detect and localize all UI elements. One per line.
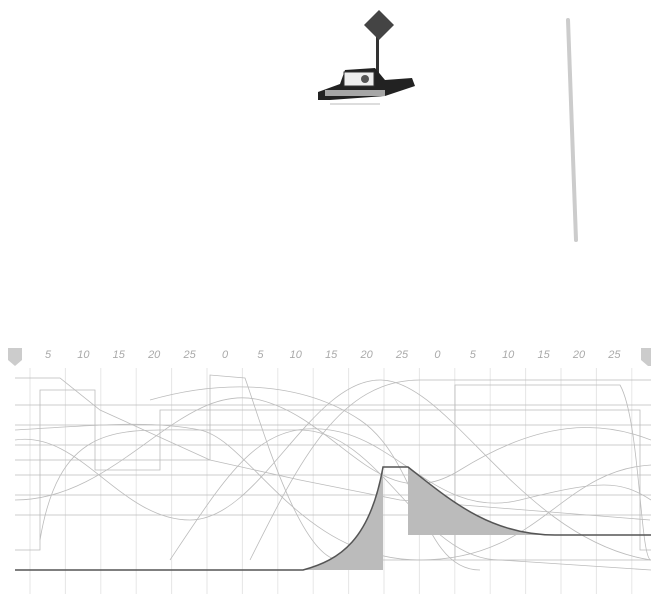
ruler-label: 10 [502, 349, 515, 361]
ruler-label: 5 [45, 349, 52, 361]
ruler: 5 10 15 20 25 0 5 10 15 20 25 0 5 10 15 20 25 [45, 349, 621, 361]
scene [318, 10, 578, 242]
background-curves [14, 374, 651, 571]
sign-post [376, 35, 379, 85]
ruler-label: 25 [395, 349, 409, 361]
diamond-sign[interactable] [364, 10, 394, 40]
ruler-label: 15 [325, 349, 338, 361]
ruler-label: 10 [77, 349, 90, 361]
ruler-label: 20 [572, 349, 586, 361]
range-start-handle[interactable] [8, 348, 22, 366]
vehicle[interactable] [318, 68, 415, 105]
ruler-label: 0 [434, 349, 441, 361]
range-end-handle[interactable] [641, 348, 651, 366]
ruler-label: 20 [359, 349, 373, 361]
ruler-label: 0 [222, 349, 229, 361]
ruler-label: 25 [607, 349, 621, 361]
ruler-label: 10 [290, 349, 303, 361]
ruler-label: 15 [113, 349, 126, 361]
pole-shadow [566, 18, 578, 242]
ruler-label: 15 [537, 349, 550, 361]
selected-curve[interactable] [15, 466, 651, 571]
ease-in-area [303, 467, 383, 570]
ease-out-area [408, 467, 555, 535]
ruler-label: 5 [470, 349, 477, 361]
timeline: 5 10 15 20 25 0 5 10 15 20 25 0 5 10 15 20 25 [0, 345, 651, 594]
timeline-bg [0, 345, 651, 594]
ruler-label: 20 [147, 349, 161, 361]
ruler-label: 5 [257, 349, 264, 361]
ruler-label: 25 [182, 349, 196, 361]
